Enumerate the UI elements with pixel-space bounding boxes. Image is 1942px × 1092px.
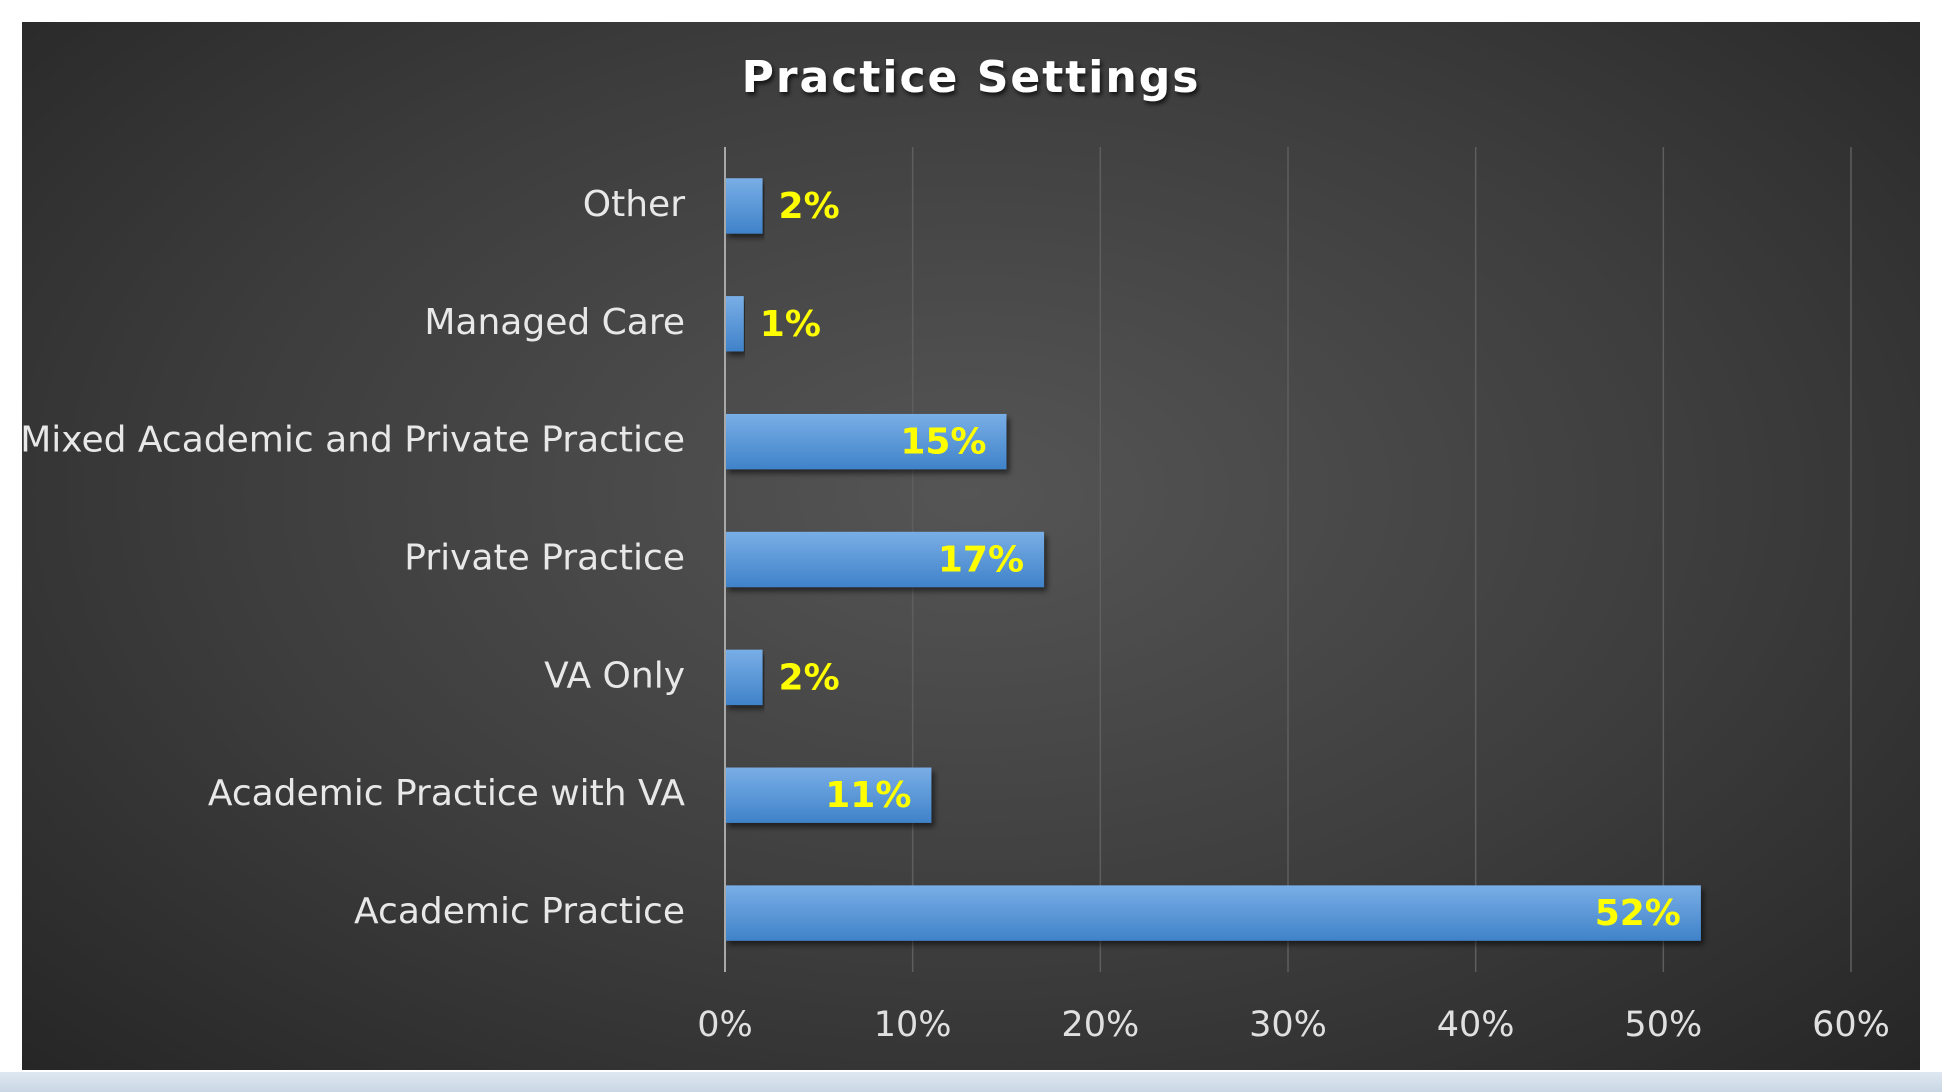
bar <box>725 296 744 352</box>
bar <box>725 531 1045 588</box>
x-tick-label: 60% <box>1812 1005 1890 1045</box>
chart-title: Practice Settings <box>742 52 1201 103</box>
category-label: VA Only <box>544 655 685 696</box>
x-tick-label: 30% <box>1249 1005 1327 1045</box>
bar <box>725 767 932 823</box>
x-tick-label: 50% <box>1624 1005 1702 1045</box>
x-tick-label: 20% <box>1061 1005 1139 1045</box>
data-label: 11% <box>825 775 911 816</box>
x-tick-label: 0% <box>697 1005 753 1045</box>
data-labels: 52% 11% 2% 17% 15% 1% 2% <box>760 186 1681 934</box>
chart-panel: Academic Practice Academic Practice with … <box>22 22 1920 1070</box>
x-tick-labels: 0% 10% 20% 30% 40% 50% 60% <box>697 1005 1890 1045</box>
bar <box>725 178 763 234</box>
bar <box>725 649 763 706</box>
gridlines <box>911 147 1852 972</box>
bar <box>725 885 1701 941</box>
x-tick-label: 10% <box>874 1005 952 1045</box>
data-label: 2% <box>779 657 840 698</box>
category-label: Other <box>583 184 685 225</box>
data-label: 52% <box>1595 893 1681 934</box>
bars <box>725 178 1701 941</box>
bottom-strip <box>0 1072 1942 1092</box>
category-label: Private Practice <box>404 538 685 579</box>
category-label: Academic Practice <box>354 891 685 932</box>
x-tick-label: 40% <box>1437 1005 1515 1045</box>
bar <box>725 413 1007 470</box>
data-label: 15% <box>900 422 986 463</box>
category-labels: Academic Practice Academic Practice with … <box>22 184 685 932</box>
data-label: 17% <box>938 540 1024 581</box>
bar-chart: Academic Practice Academic Practice with … <box>22 52 1890 1045</box>
data-label: 1% <box>760 304 821 345</box>
category-label: Managed Care <box>424 302 685 343</box>
category-label: Mixed Academic and Private Practice <box>22 420 685 461</box>
data-label: 2% <box>779 186 840 227</box>
category-label: Academic Practice with VA <box>208 773 686 814</box>
